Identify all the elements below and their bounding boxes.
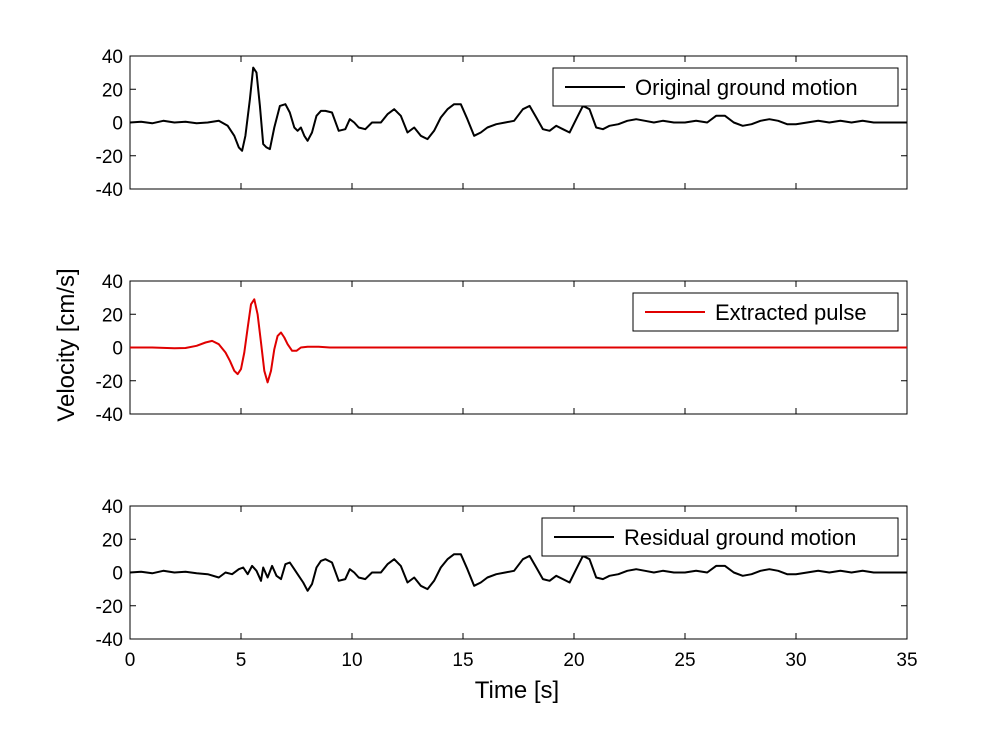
legend-label: Extracted pulse <box>715 300 867 325</box>
x-tick-label: 5 <box>236 650 247 671</box>
legend: Extracted pulse <box>632 292 899 332</box>
y-tick-label: 20 <box>102 530 123 551</box>
legend-label: Residual ground motion <box>624 525 856 550</box>
x-tick-label: 30 <box>785 650 806 671</box>
y-tick-label: 40 <box>102 497 123 518</box>
y-tick-label: -20 <box>96 597 123 618</box>
series-line <box>130 298 907 384</box>
y-tick-label: 0 <box>112 339 123 360</box>
legend: Original ground motion <box>552 67 899 107</box>
series-line <box>129 553 907 592</box>
x-tick-label: 10 <box>341 650 362 671</box>
chart-panel-2: -40 -20 0 20 40 Extracted pulse <box>96 272 908 426</box>
y-tick-label: 40 <box>102 47 123 68</box>
x-tick-label: 20 <box>563 650 584 671</box>
y-tick-label: 40 <box>102 272 123 293</box>
y-axis-label: Velocity [cm/s] <box>53 268 80 421</box>
y-tick-label: -20 <box>96 147 123 168</box>
series-line <box>129 66 907 152</box>
y-tick-label: 0 <box>112 564 123 585</box>
y-tick-label: 20 <box>102 80 123 101</box>
x-tick-label: 25 <box>674 650 695 671</box>
y-tick-label: -40 <box>96 630 123 651</box>
chart-panel-3: -40 -20 0 20 40 0 5 10 15 20 25 30 35 Residual ground… <box>96 497 918 671</box>
y-tick-label: 0 <box>112 114 123 135</box>
x-axis-label: Time [s] <box>475 677 559 704</box>
y-tick-label: -40 <box>96 405 123 426</box>
chart-panel-1: -40 -20 0 20 40 Original ground motion <box>96 47 908 201</box>
y-tick-label: -20 <box>96 372 123 393</box>
x-tick-label: 0 <box>125 650 136 671</box>
x-tick-label: 35 <box>896 650 917 671</box>
legend: Residual ground motion <box>541 517 899 557</box>
legend-label: Original ground motion <box>635 75 858 100</box>
x-tick-label: 15 <box>452 650 473 671</box>
y-tick-label: 20 <box>102 305 123 326</box>
y-tick-label: -40 <box>96 180 123 201</box>
